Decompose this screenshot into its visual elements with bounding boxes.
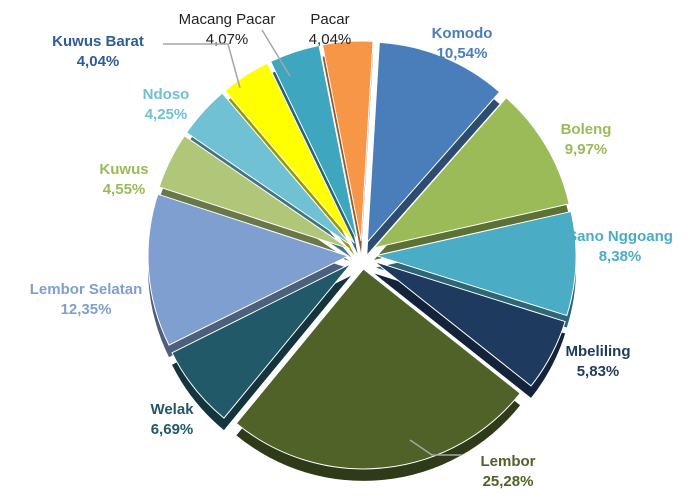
value-label: 12,35% — [61, 301, 112, 318]
value-label: 10,54% — [437, 45, 488, 62]
value-label: 4,07% — [206, 31, 249, 48]
slice — [366, 41, 501, 244]
slice — [269, 44, 359, 242]
leader-lines — [163, 29, 462, 456]
slice — [171, 263, 352, 419]
slice-label: Komodo — [432, 25, 493, 42]
slice-label: Kuwus Barat — [52, 33, 144, 50]
slice — [321, 40, 374, 242]
slice — [158, 135, 350, 250]
slice-label: Kuwus — [99, 161, 148, 178]
leader-line — [163, 43, 241, 89]
slice-label: Welak — [150, 401, 194, 418]
slice — [147, 193, 350, 346]
slice — [374, 261, 566, 387]
leader-line — [409, 439, 462, 456]
slice-label: Ndoso — [143, 86, 190, 103]
slice-label: Boleng — [561, 121, 612, 138]
value-label: 4,04% — [77, 53, 120, 70]
slice-label: Lembor Selatan — [30, 281, 143, 298]
value-label: 4,55% — [103, 181, 146, 198]
value-label: 9,97% — [565, 141, 608, 158]
leader-line — [261, 29, 291, 77]
value-label: 6,69% — [151, 421, 194, 438]
value-label: 8,38% — [599, 248, 642, 265]
slice — [224, 62, 355, 244]
slice-label: Sano Nggoang — [567, 228, 673, 245]
value-label: 5,83% — [577, 363, 620, 380]
slice — [185, 92, 352, 247]
value-label: 25,28% — [483, 473, 534, 490]
slice-label: Pacar — [310, 11, 349, 28]
slice — [374, 210, 577, 317]
slice-label: Mbeliling — [566, 343, 631, 360]
slice — [372, 97, 570, 249]
slice-label: Lembor — [480, 453, 535, 470]
slice-label: Macang Pacar — [179, 11, 276, 28]
value-label: 4,04% — [309, 31, 352, 48]
slice — [235, 268, 521, 470]
value-label: 4,25% — [145, 106, 188, 123]
